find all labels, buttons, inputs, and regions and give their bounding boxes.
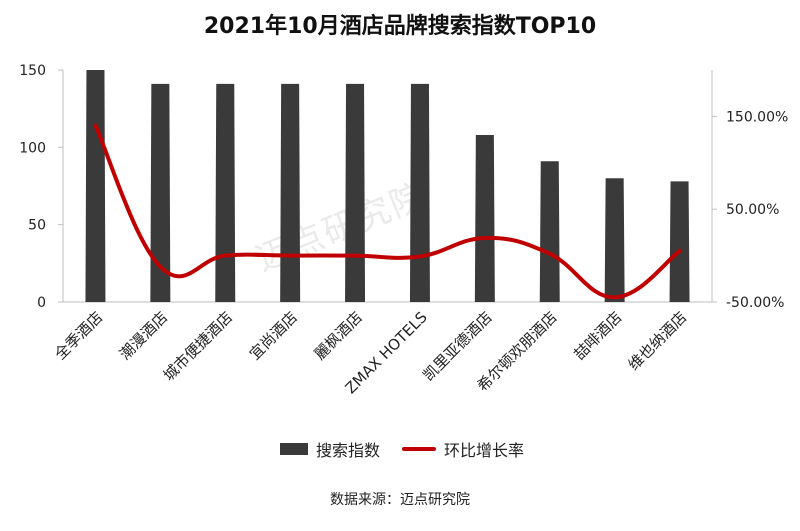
bar-search-index xyxy=(215,83,236,302)
bar-search-index xyxy=(280,83,301,302)
bar-search-index xyxy=(669,181,690,302)
bar-search-index xyxy=(539,161,560,302)
legend-label-growth-rate: 环比增长率 xyxy=(444,441,525,460)
left-tick-label: 150 xyxy=(19,63,46,79)
right-tick-label: 150.00% xyxy=(726,109,788,125)
legend-label-search-index: 搜索指数 xyxy=(316,441,381,460)
left-tick-label: 0 xyxy=(37,295,46,311)
left-tick-label: 50 xyxy=(28,218,46,234)
x-tick-label: 喆啡酒店 xyxy=(570,308,625,363)
line-growth-rate xyxy=(93,123,682,300)
bar-search-index xyxy=(604,178,625,302)
bar-search-index xyxy=(345,83,366,302)
bar-search-index xyxy=(85,70,106,302)
legend-item-growth-rate: 环比增长率 xyxy=(402,437,524,461)
chart-title: 2021年10月酒店品牌搜索指数TOP10 xyxy=(203,14,597,39)
source-note: 数据来源：迈点研究院 xyxy=(330,492,470,508)
x-tick-label: 宜尚酒店 xyxy=(246,308,301,363)
bar-search-index xyxy=(409,83,430,302)
right-tick-label: 50.00% xyxy=(726,202,779,218)
x-tick-label: 维也纳酒店 xyxy=(625,308,691,374)
x-tick-label: 潮漫酒店 xyxy=(116,308,171,363)
x-tick-label: 麗枫酒店 xyxy=(311,308,366,363)
legend-item-search-index: 搜索指数 xyxy=(280,437,380,461)
right-tick-label: -50.00% xyxy=(726,295,784,311)
legend: 搜索指数 环比增长率 xyxy=(280,437,546,461)
left-tick-label: 100 xyxy=(19,140,46,156)
x-tick-label: 全季酒店 xyxy=(51,308,106,363)
x-tick-label: 城市便捷酒店 xyxy=(160,308,236,384)
bar-search-index xyxy=(150,83,171,302)
legend-line-swatch xyxy=(402,447,437,451)
bar-search-index xyxy=(474,134,495,302)
legend-bar-swatch xyxy=(280,443,308,455)
